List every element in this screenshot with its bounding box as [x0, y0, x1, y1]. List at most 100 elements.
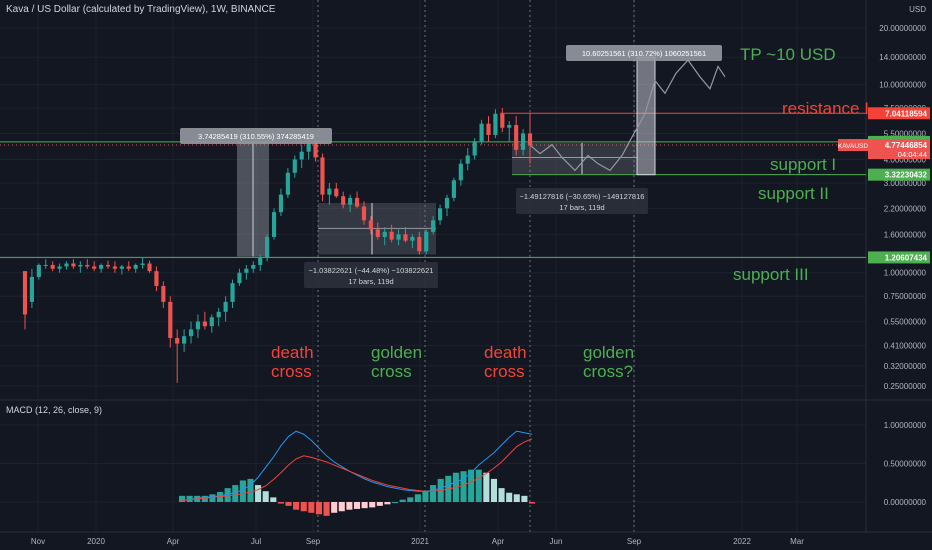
price-tick-label: 14.00000000 [879, 53, 926, 62]
macd-tick-label: 0.00000000 [884, 498, 927, 507]
candles [22, 108, 533, 383]
candle-body [361, 206, 367, 221]
candle-body [458, 163, 463, 181]
price-badge-support3 [868, 251, 930, 264]
annotation-golden2: golden [583, 343, 634, 362]
annotation-death1: death [271, 343, 314, 362]
measure-label-text: −1.03822621 (−44.48%) −103822621 [309, 266, 434, 275]
macd-histogram-bar [414, 494, 421, 502]
macd-histogram-bar [323, 502, 330, 516]
macd-histogram-bar [468, 469, 475, 502]
candle-body [493, 113, 498, 135]
macd-histogram-bar [186, 495, 193, 502]
price-tick-label: 0.75000000 [884, 292, 927, 301]
macd-histogram-bar [384, 502, 391, 505]
price-tick-label: 3.00000000 [884, 179, 927, 188]
macd-histogram-bar [483, 472, 490, 502]
candle-body [417, 236, 422, 252]
macd-histogram-bar [338, 502, 345, 512]
candle-body [154, 271, 159, 287]
measure-label-text: 3.74285419 (310.55%) 374285419 [198, 132, 314, 141]
time-tick-label: Nov [31, 537, 45, 546]
price-tick-label: 0.55000000 [884, 318, 927, 327]
measure-box-4 [637, 57, 655, 175]
axis-unit: USD [909, 5, 926, 14]
macd-histogram-bar [521, 495, 528, 502]
candle-body [368, 220, 373, 230]
macd-histogram-bar [331, 502, 338, 513]
candle-body [403, 234, 408, 241]
macd-histogram-bar [513, 494, 520, 502]
macd-histogram-bar [422, 491, 429, 502]
current-price-text: 4.77446854 [885, 141, 928, 150]
symbol-badge-text: KAVAUSD [838, 143, 868, 150]
candle-body [444, 197, 450, 209]
candle-body [285, 172, 290, 195]
annotation-golden2: cross? [583, 362, 633, 381]
price-tick-label: 0.32000000 [884, 362, 927, 371]
price-tick-label: 1.00000000 [884, 269, 927, 278]
candle-body [22, 271, 28, 315]
time-tick-label: Apr [492, 537, 505, 546]
macd-histogram-bar [232, 485, 239, 502]
annotation-golden1: golden [371, 343, 422, 362]
measure-label-bg [304, 262, 438, 288]
candle-body [292, 159, 297, 173]
candle-body [119, 266, 124, 269]
candle-body [216, 311, 221, 318]
candle-body [195, 321, 201, 330]
measure-label-bg [516, 188, 648, 214]
candle-body [486, 123, 491, 135]
candle-body [306, 142, 311, 152]
signal-line [181, 438, 533, 501]
price-tick-label: 10.00000000 [879, 81, 926, 90]
time-tick-label: Sep [627, 537, 642, 546]
candle-body [348, 197, 353, 205]
annotations: TP ~10 USD resistance I support I support I… [271, 45, 869, 381]
candle-body [43, 264, 48, 266]
measure-label-text: 17 bars, 119d [348, 277, 393, 286]
price-tick-label: 0.41000000 [884, 342, 927, 351]
price-tick-label: 2.20000000 [884, 204, 927, 213]
measure-label-text: 17 bars, 119d [559, 203, 604, 212]
macd-histogram-bar [209, 494, 216, 502]
price-badge-support2 [868, 168, 930, 181]
candle-body [327, 188, 332, 195]
candle-body [71, 263, 76, 267]
symbol-badge [838, 139, 868, 152]
candle-body [105, 264, 111, 267]
candle-body [92, 266, 97, 269]
macd-histogram-bar [224, 488, 231, 502]
macd-histogram-bar [430, 485, 437, 502]
countdown-text: 04:04:44 [898, 150, 927, 159]
macd-histogram-bar [293, 502, 300, 510]
time-tick-label: Mar [790, 537, 804, 546]
macd-histogram-bar [277, 502, 284, 504]
time-tick-label: Apr [167, 537, 180, 546]
annotation-support2: support II [758, 184, 829, 203]
price-badge-resistance [868, 107, 930, 120]
macd-histogram-bar [498, 488, 505, 502]
macd-histogram-bar [399, 499, 406, 502]
annotation-death2: death [484, 343, 527, 362]
candle-body [99, 264, 104, 269]
candle-body [64, 263, 69, 267]
macd-pane [178, 430, 536, 516]
current-price-badge [868, 139, 930, 160]
candle-body [168, 301, 173, 338]
candle-body [313, 142, 318, 158]
candle-body [251, 264, 256, 269]
candle-body [410, 236, 415, 241]
price-axis: USD32.0000000020.0000000014.0000000010.0… [879, 5, 927, 507]
measure-labels: 3.74285419 (310.55%) 374285419 −1.0382262… [180, 45, 722, 288]
macd-histogram-bar [270, 497, 277, 502]
annotation-death1: cross [271, 362, 312, 381]
annotation-golden1: cross [371, 362, 412, 381]
candle-body [202, 321, 207, 327]
measure-boxes [237, 56, 656, 257]
candle-body [507, 125, 512, 128]
price-badge-text: 3.32230432 [885, 171, 928, 180]
candle-body [500, 113, 505, 128]
measure-label-bg [566, 45, 722, 61]
